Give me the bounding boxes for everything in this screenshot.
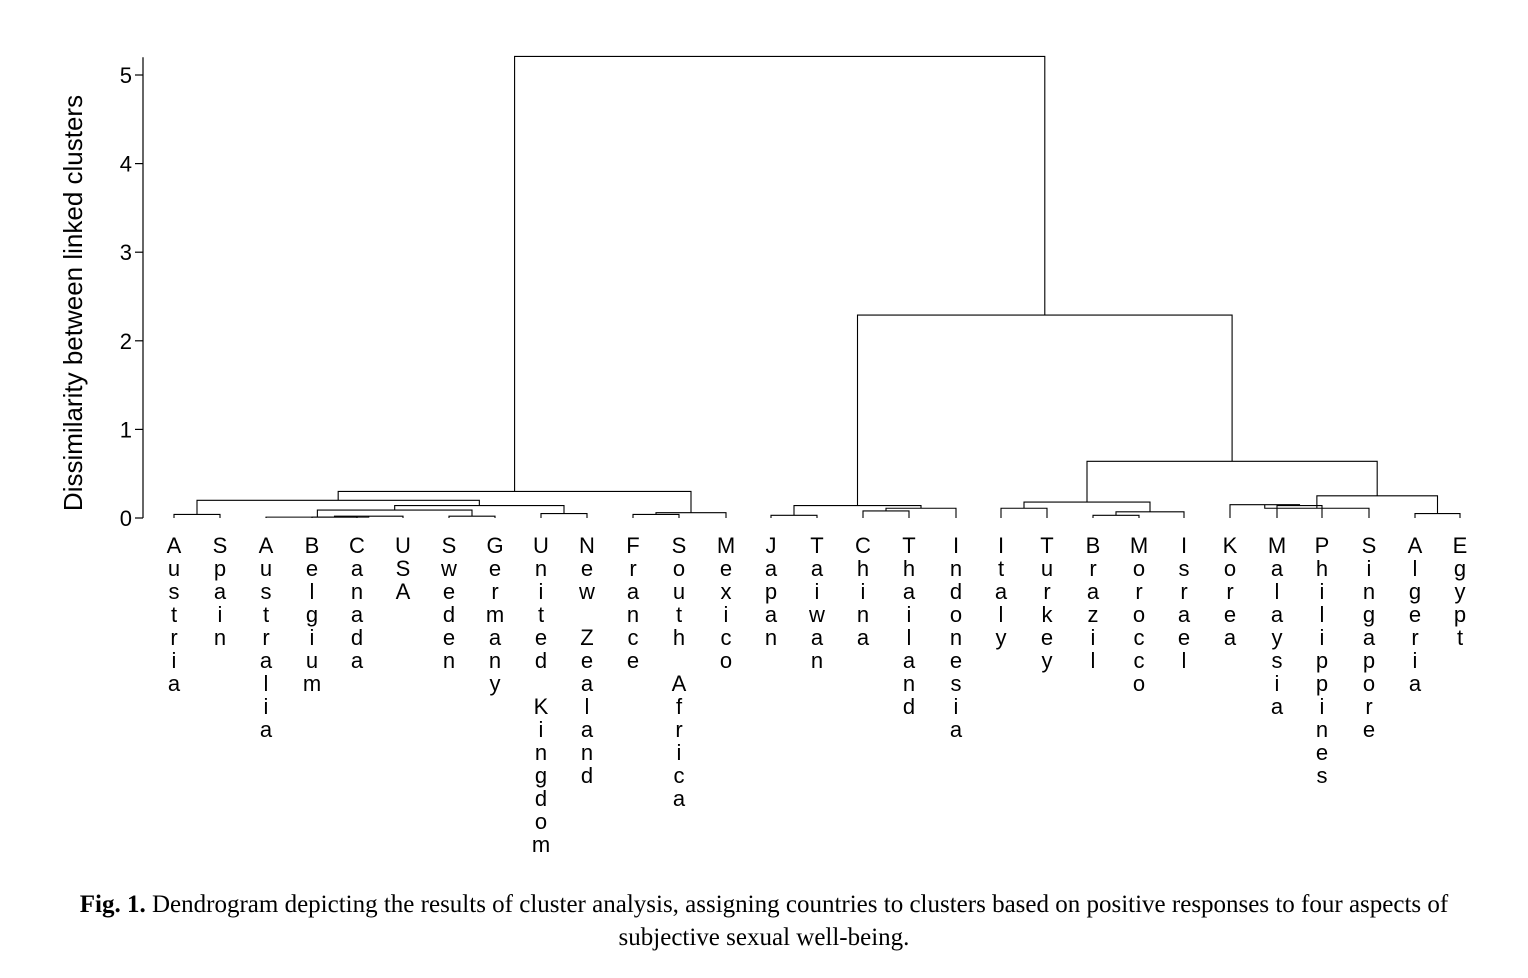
merge-link — [514, 55, 1046, 492]
caption-label: Fig. 1. — [79, 891, 146, 918]
merge-link — [196, 499, 480, 515]
y-tick-label: 2 — [120, 329, 132, 354]
y-tick-label: 4 — [120, 152, 132, 177]
y-tick-label: 0 — [120, 506, 132, 531]
figure-caption: Fig. 1. Dendrogram depicting the results… — [40, 888, 1488, 954]
merge-link — [1276, 505, 1323, 518]
merge-link — [540, 513, 588, 518]
merge-link — [173, 513, 221, 518]
merge-link — [1316, 495, 1439, 514]
merge-link — [885, 507, 957, 518]
y-axis: 0 1 2 3 4 5 — [120, 57, 144, 531]
dendrogram-chart: 0 1 2 3 4 5 Dissimilarity between linked clus… — [58, 55, 1468, 857]
merge-link — [1023, 501, 1151, 512]
merge-link — [1000, 507, 1048, 518]
y-axis-label: Dissimilarity between linked clusters — [58, 95, 88, 511]
dendrogram-links — [173, 55, 1461, 518]
merge-link — [448, 515, 496, 518]
y-tick-label: 3 — [120, 240, 132, 265]
merge-link — [632, 513, 680, 518]
merge-link — [862, 510, 910, 518]
merge-link — [856, 314, 1233, 506]
y-tick-label: 5 — [120, 63, 132, 88]
merge-link — [1092, 514, 1140, 518]
y-tick-label: 1 — [120, 417, 132, 442]
merge-link — [1414, 513, 1461, 518]
caption-text: Dendrogram depicting the results of clus… — [151, 891, 1449, 951]
merge-link — [770, 514, 818, 518]
merge-link — [655, 512, 727, 518]
